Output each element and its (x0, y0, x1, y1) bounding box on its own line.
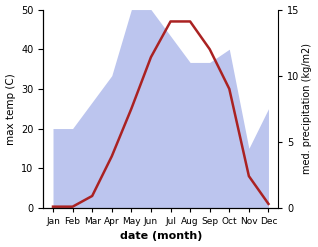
Y-axis label: max temp (C): max temp (C) (5, 73, 16, 144)
X-axis label: date (month): date (month) (120, 231, 202, 242)
Y-axis label: med. precipitation (kg/m2): med. precipitation (kg/m2) (302, 43, 313, 174)
